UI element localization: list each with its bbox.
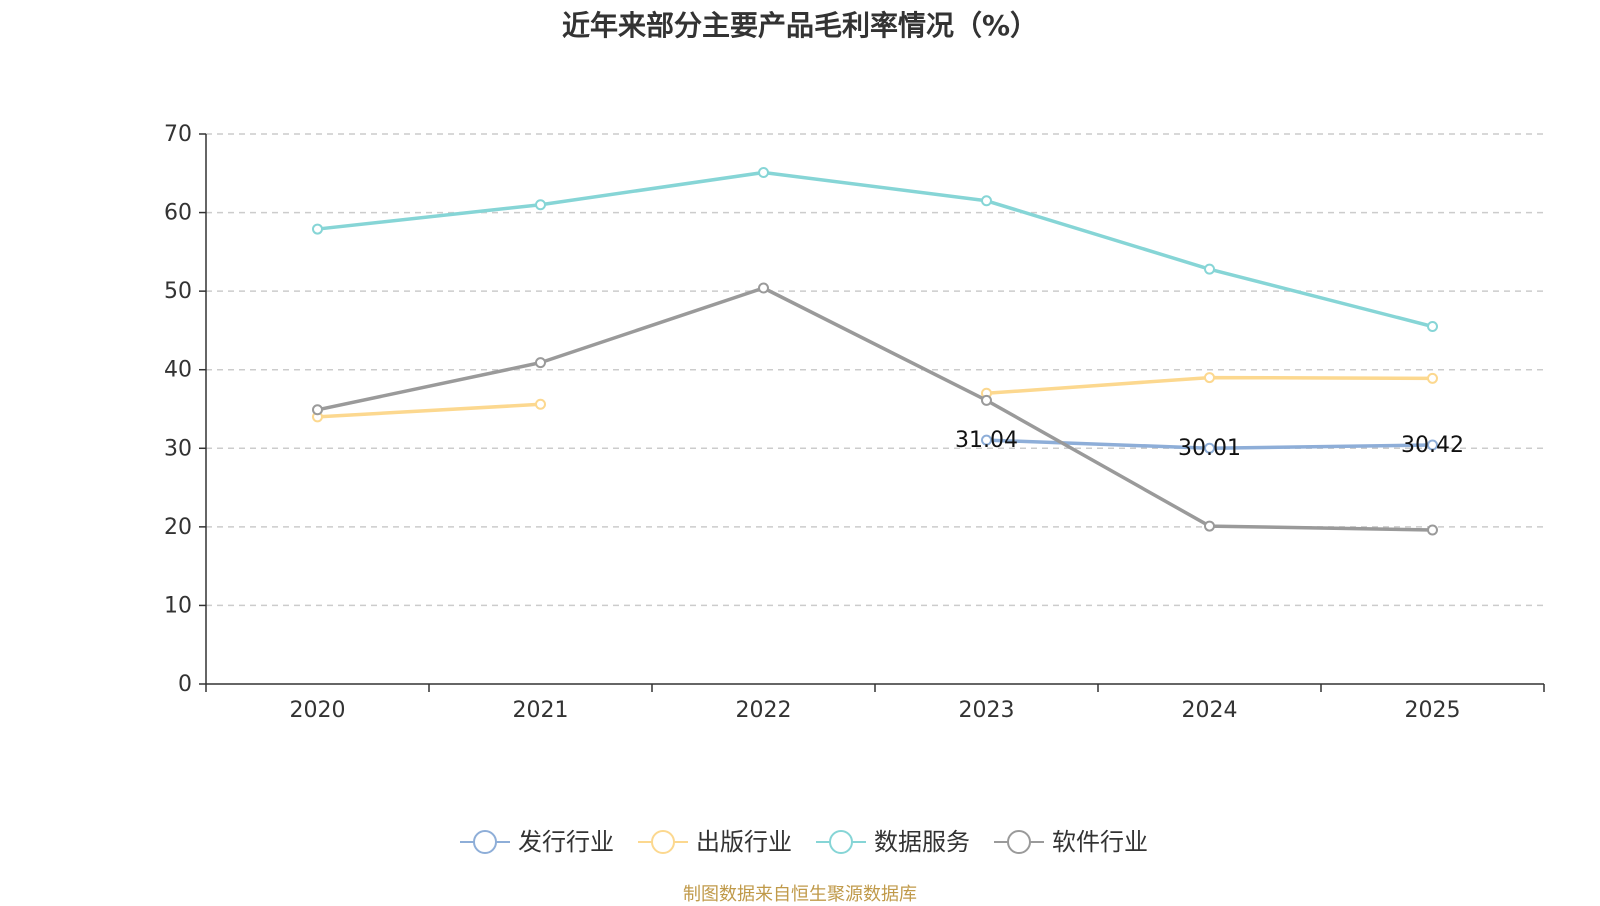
legend-label: 数据服务	[874, 828, 970, 856]
data-point	[312, 223, 323, 235]
data-point	[981, 195, 992, 207]
data-label: 30.42	[1401, 433, 1464, 458]
y-tick-label: 0	[178, 672, 192, 697]
y-tick-label: 10	[164, 593, 192, 618]
data-point	[758, 167, 769, 178]
y-tick-label: 40	[164, 358, 192, 383]
data-point	[1204, 372, 1215, 384]
series-line	[317, 286, 1433, 532]
data-point	[535, 199, 546, 211]
legend-item-2: 出版行业	[638, 828, 792, 856]
series-line	[317, 170, 1433, 329]
data-point	[535, 357, 546, 369]
series-layer	[312, 167, 1438, 536]
data-point	[1427, 372, 1438, 384]
x-tick-label: 2022	[736, 698, 792, 723]
legend-item-1: 发行行业	[460, 828, 614, 856]
data-point	[981, 434, 992, 446]
series-2	[312, 372, 1438, 423]
data-label-layer: 31.04 30.01 30.42	[955, 428, 1464, 461]
data-label: 31.04	[955, 428, 1018, 453]
x-tick-label: 2024	[1182, 698, 1238, 723]
y-tick-label: 30	[164, 436, 192, 461]
series-3	[312, 167, 1438, 332]
legend: 发行行业 出版行业 数据服务 软件行业	[460, 828, 1148, 856]
data-point	[1427, 524, 1438, 536]
data-point	[1204, 442, 1215, 454]
y-tick-label: 50	[164, 279, 192, 304]
grid-layer	[206, 133, 1544, 607]
legend-marker-icon	[1007, 830, 1031, 854]
series-4	[312, 282, 1438, 536]
y-tick-label: 70	[164, 122, 192, 147]
data-point	[758, 282, 769, 294]
x-tick-label: 2023	[959, 698, 1015, 723]
x-tick-label: 2025	[1405, 698, 1461, 723]
chart-title: 近年来部分主要产品毛利率情况（%）	[561, 9, 1039, 42]
x-tick-label: 2020	[290, 698, 346, 723]
legend-marker-icon	[651, 830, 675, 854]
legend-item-3: 数据服务	[816, 828, 970, 856]
data-point	[981, 394, 992, 406]
y-tick-label: 20	[164, 515, 192, 540]
legend-label: 出版行业	[696, 828, 792, 856]
data-point	[1427, 321, 1438, 332]
data-point	[1204, 263, 1215, 275]
legend-item-4: 软件行业	[994, 828, 1148, 856]
legend-label: 软件行业	[1052, 828, 1148, 856]
x-tick-label: 2021	[513, 698, 569, 723]
legend-marker-icon	[829, 830, 853, 854]
data-label: 30.01	[1178, 436, 1241, 461]
legend-marker-icon	[473, 830, 497, 854]
data-source-note: 制图数据来自恒生聚源数据库	[683, 884, 917, 905]
series-line	[317, 402, 541, 419]
legend-label: 发行行业	[518, 828, 614, 856]
data-point	[1427, 439, 1438, 451]
y-tick-label: 60	[164, 201, 192, 226]
data-point	[1204, 520, 1215, 532]
axis-layer: 0 10 20 30 40 50 60 70 2020 2021 2022 2023 2024 2025	[164, 122, 1545, 723]
data-point	[535, 398, 546, 410]
data-point	[312, 404, 323, 416]
